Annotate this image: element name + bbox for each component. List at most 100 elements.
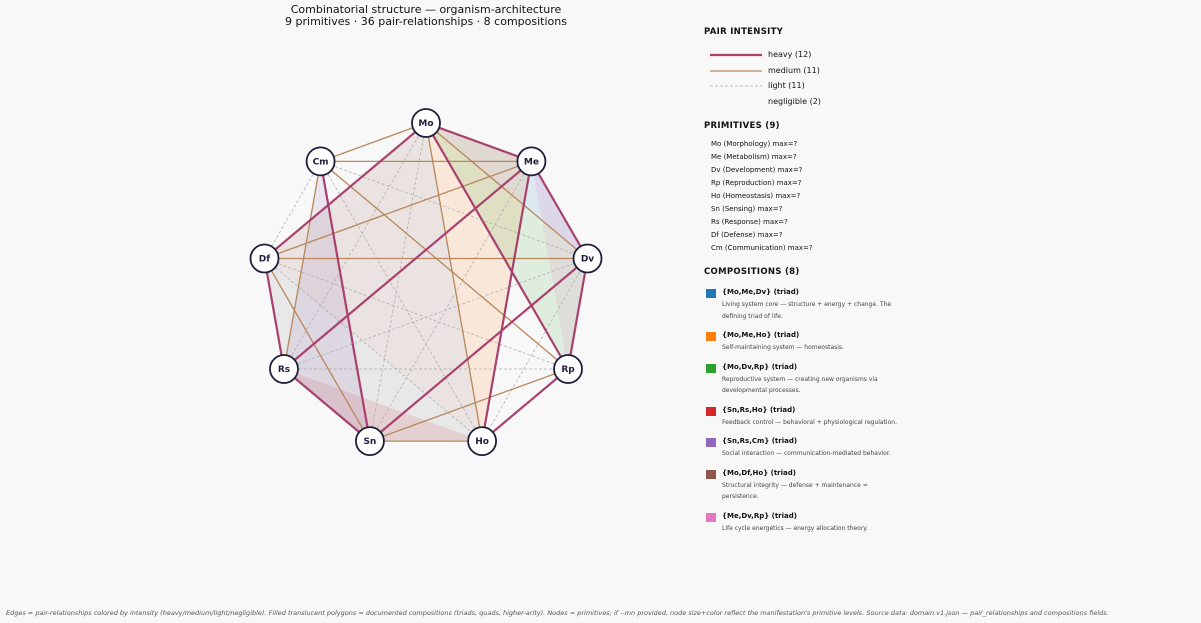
edge-heavy-Mo-Df [263,122,427,260]
edge-light-Me-Sn [369,161,532,442]
composition-name: {Sn,Rs,Ho} (triad) [722,405,796,414]
node-circle-Me [516,146,547,177]
node-Sn: Sn [355,426,385,457]
composition-name: {Me,Dv,Rp} (triad) [722,511,797,520]
edge-light-Mo-Sn [369,122,427,442]
composition-swatch [706,363,716,373]
node-Mo: Mo [411,108,441,138]
edge-heavy-Rs-Sn [283,368,371,442]
composition-desc: Life cycle energetics — energy allocatio… [722,524,868,532]
node-label-Mo: Mo [418,119,433,129]
composition-polygon-4 [283,369,483,442]
composition-swatch [706,438,716,447]
composition-swatch [706,469,716,479]
node-Me: Me [516,146,547,177]
node-circle-Cm [305,146,336,177]
primitive-nodes: Mo Me Dv Rp Ho Sn Rs Df Cm [249,108,603,457]
node-circle-Rs [269,354,299,384]
edge-light-Dv-Rs [283,258,588,370]
node-label-Dv: Dv [581,255,594,265]
edge-heavy-Dv-Rp [566,258,589,370]
node-label-Cm: Cm [313,157,329,167]
composition-polygon-7 [531,161,588,369]
edge-medium-Mo-Ho [425,122,483,442]
edge-heavy-Mo-Me [425,121,532,163]
primitive-item-6: Sn (Sensing) max=? [711,205,783,213]
pair-edges [263,121,589,442]
edge-heavy-Mo-Rp [425,122,569,370]
node-Ho: Ho [467,426,497,457]
edge-medium-Cm-Rp [320,160,569,370]
composition-desc: Self-maintaining system — homeostasis. [722,344,844,351]
node-circle-Df [249,243,280,274]
primitive-item-3: Dv (Development) max=? [711,166,803,174]
composition-desc: Social interaction — communication-media… [722,450,891,457]
edge-heavy-Me-Dv [530,160,589,260]
primitive-item-8: Df (Defense) max=? [711,231,783,239]
edge-medium-Df-Sn [263,258,371,442]
node-label-Rp: Rp [561,365,575,375]
edge-heavy-Me-Rs [283,160,533,370]
node-circle-Ho [467,426,497,457]
composition-desc: Living system core — structure + energy … [722,301,892,320]
compositions-heading: COMPOSITIONS (8) [704,267,800,277]
composition-name: {Mo,Me,Dv} (triad) [722,288,799,296]
edge-medium-Sn-Rp [369,368,569,442]
edge-medium-Mo-Dv [425,122,588,260]
node-Dv: Dv [572,243,603,274]
edge-medium-Cm-Rs [283,161,322,370]
edge-heavy-Cm-Sn [319,161,371,442]
node-circle-Dv [572,243,603,274]
composition-name: {Mo,Me,Ho} (triad) [722,331,800,339]
edge-medium-Df-Me [264,160,532,260]
title-line-2: 9 primitives · 36 pair-relationships · 8… [285,15,567,28]
edge-light-Df-Ho [264,258,483,442]
primitive-item-7: Rs (Response) max=? [711,218,788,226]
composition-swatch [706,332,716,341]
node-Df: Df [249,243,280,274]
composition-polygon-2 [426,123,532,442]
composition-swatch [706,289,716,298]
primitive-item-5: Ho (Homeostasis) max=? [711,192,801,200]
node-Rs: Rs [269,354,299,384]
footer-note: Edges = pair-relationships colored by in… [6,609,1109,617]
node-label-Df: Df [259,255,270,265]
edge-light-Cm-Df [264,161,321,259]
node-label-Me: Me [524,157,539,167]
composition-polygon-6 [264,123,483,442]
edge-heavy-Me-Ho [481,161,533,442]
composition-desc: Feedback control — behavioral + physiolo… [722,418,897,426]
edge-light-Dv-Ho [481,258,588,442]
primitive-item-4: Rp (Reproduction) max=? [711,179,802,187]
chart-title: Combinatorial structure — organism-archi… [230,4,622,28]
composition-desc: Reproductive system — creating new organ… [722,375,878,395]
edge-light-Mo-Rs [283,122,427,370]
edge-heavy-Dv-Sn [369,257,589,442]
composition-name: {Mo,Dv,Rp} (triad) [722,362,798,371]
primitive-item-1: Mo (Morphology) max=? [711,140,798,148]
network-graph: Mo Me Dv Rp Ho Sn Rs Df Cm [249,108,603,457]
pair-intensity-heading: PAIR INTENSITY [704,27,784,37]
node-circle-Sn [355,426,385,457]
node-Rp: Rp [553,354,583,384]
node-label-Ho: Ho [475,437,489,447]
composition-name: {Sn,Rs,Cm} (triad) [722,437,798,445]
edge-heavy-Rs-Df [263,258,286,370]
title-line-1: Combinatorial structure — organism-archi… [290,3,562,16]
primitive-item-9: Cm (Communication) max=? [711,244,813,252]
node-circle-Rp [553,354,583,384]
edge-medium-Mo-Cm [320,122,427,162]
edge-light-Cm-Ho [320,161,483,442]
composition-swatch [706,512,716,522]
edge-light-Cm-Dv [320,161,588,259]
composition-name: {Mo,Df,Ho} (triad) [722,468,796,477]
primitive-item-2: Me (Metabolism) max=? [711,153,797,161]
composition-desc: Structural integrity — defense + mainten… [722,481,868,501]
primitives-heading: PRIMITIVES (9) [704,121,780,131]
edge-heavy-Ho-Rp [481,368,569,442]
node-circle-Mo [411,108,441,138]
node-label-Sn: Sn [363,437,376,447]
composition-polygon-5 [283,161,370,442]
composition-swatch [706,406,716,416]
node-Cm: Cm [305,146,336,177]
